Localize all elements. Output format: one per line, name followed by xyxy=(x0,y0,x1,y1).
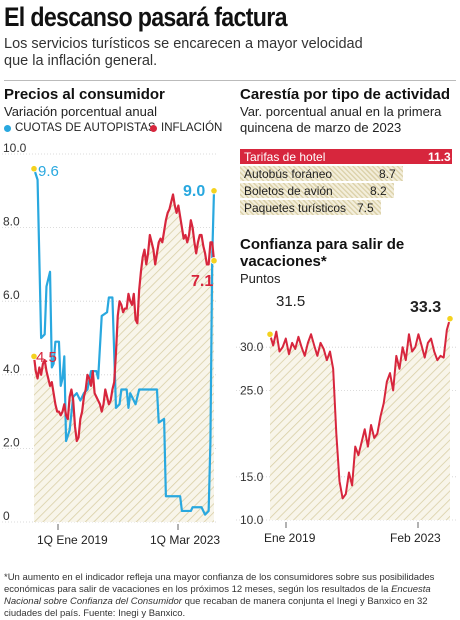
left-xtick-label: 1Q Ene 2019 xyxy=(37,533,108,547)
left-ytick-label: 4.0 xyxy=(3,362,20,376)
series-start-dot xyxy=(30,352,38,360)
confidence-chart-title: Confianza para salir de vacaciones* xyxy=(240,236,405,270)
right-ytick-label: 10.0 xyxy=(240,513,264,527)
footnote-text: *Un aumento en el indicador refleja una … xyxy=(4,572,435,595)
legend-blue-marker xyxy=(4,124,11,132)
header-divider xyxy=(4,80,456,81)
confidence-start-dot xyxy=(266,330,274,338)
footnote-source: que recaban de manera conjunta el Inegi … xyxy=(4,596,428,619)
bar-chart: Tarifas de hotel 11.3 Autobús foráneo 8.7 Bo… xyxy=(240,148,452,216)
bar-category-label: Boletos de avión xyxy=(244,184,333,198)
bar-value-label: 7.5 xyxy=(357,201,374,215)
series-end-dot xyxy=(210,257,218,265)
bar-category-label: Autobús foráneo xyxy=(244,167,333,181)
right-ytick-label: 25.0 xyxy=(240,383,264,397)
bar-chart-title: Carestía por tipo de actividad xyxy=(240,86,451,103)
right-ytick-label: 15.0 xyxy=(240,470,264,484)
bar-value-label: 11.3 xyxy=(428,150,451,164)
series-start-dot xyxy=(30,165,38,173)
series-end-dot xyxy=(210,187,218,195)
autopistas-end-label: 9.0 xyxy=(183,183,205,200)
left-ytick-label: 2.0 xyxy=(3,435,20,449)
autopistas-start-label: 9.6 xyxy=(38,163,59,180)
bar-category-label: Tarifas de hotel xyxy=(244,150,326,164)
bar-value-label: 8.7 xyxy=(379,167,396,181)
bar-value-label: 8.2 xyxy=(370,184,387,198)
inflacion-line xyxy=(32,193,216,443)
left-ytick-label: 8.0 xyxy=(3,215,20,229)
confidence-end-label: 33.3 xyxy=(410,299,441,316)
inflacion-start-label: 4.5 xyxy=(36,349,57,366)
right-series-line xyxy=(269,318,451,500)
legend-label-inflacion: INFLACIÓN xyxy=(161,122,223,134)
bar xyxy=(240,200,381,215)
left-series-lines xyxy=(32,168,216,516)
footnote-survey-name: Encuesta Nacional sobre Confianza del Co… xyxy=(4,584,431,607)
left-ytick-label: 0 xyxy=(3,509,10,523)
confidence-area xyxy=(270,318,450,520)
confidence-end-dot xyxy=(446,315,454,323)
right-area-fill xyxy=(270,318,450,520)
left-area-fill xyxy=(34,194,214,523)
headline: El descanso pasará factura xyxy=(4,2,288,32)
left-ytick-label: 10.0 xyxy=(3,141,27,155)
inflacion-end-label: 7.1 xyxy=(191,273,213,290)
right-xtick-label: Ene 2019 xyxy=(264,531,316,545)
bar-row: Paquetes turísticos 7.5 xyxy=(240,199,452,216)
left-chart-subtitle: Variación porcentual anual xyxy=(4,104,157,119)
footnote: *Un aumento en el indicador refleja una … xyxy=(4,572,456,620)
legend-autopistas: CUOTAS DE AUTOPISTAS xyxy=(4,122,156,134)
inflation-area xyxy=(34,194,214,523)
bar-row: Tarifas de hotel 11.3 xyxy=(240,148,452,165)
bar xyxy=(240,183,394,198)
right-labels: 31.5 33.3 Ene 2019 Feb 2023 xyxy=(264,293,454,545)
confidence-area-chart: 10.0 15.0 25.0 30.0 31.5 33.3 Ene 2019 Feb 202… xyxy=(236,293,456,545)
right-xtick-label: Feb 2023 xyxy=(390,531,441,545)
confidence-line xyxy=(269,318,451,500)
bar-row: Boletos de avión 8.2 xyxy=(240,182,452,199)
right-ytick-label: 30.0 xyxy=(240,340,264,354)
legend-red-marker xyxy=(150,124,157,132)
legend-inflacion: INFLACIÓN xyxy=(150,122,222,134)
left-labels: 9.6 4.5 9.0 7.1 1Q Ene 2019 1Q Mar 2023 xyxy=(30,163,220,547)
legend-label-autopistas: CUOTAS DE AUTOPISTAS xyxy=(15,122,156,134)
bar xyxy=(240,166,403,181)
bar-chart-subtitle: Var. porcentual anual en la primera quin… xyxy=(240,104,442,135)
left-xtick-label: 1Q Mar 2023 xyxy=(150,533,220,547)
bar-category-label: Paquetes turísticos xyxy=(244,201,347,215)
autopistas-line xyxy=(32,168,216,516)
bar xyxy=(240,149,452,164)
confidence-chart-subtitle: Puntos xyxy=(240,271,281,286)
bar-row: Autobús foráneo 8.7 xyxy=(240,165,452,182)
confidence-start-label: 31.5 xyxy=(276,293,305,310)
left-ytick-label: 6.0 xyxy=(3,288,20,302)
left-chart-title: Precios al consumidor xyxy=(4,86,165,103)
left-line-chart: 0 2.0 4.0 6.0 8.0 10.0 9.6 4.5 9.0 7.1 1Q Ene 201… xyxy=(2,141,220,547)
deck-text: Los servicios turísticos se encarecen a … xyxy=(4,36,363,69)
